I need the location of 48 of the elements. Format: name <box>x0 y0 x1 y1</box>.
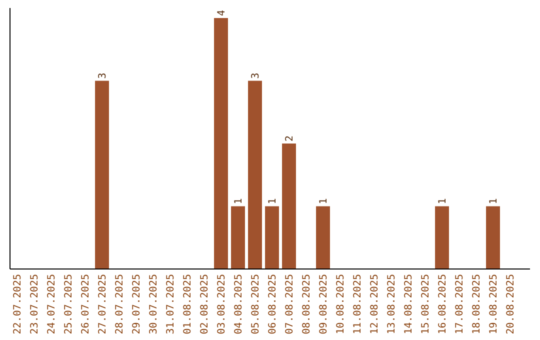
x-tick-label: 05.08.2025 <box>250 274 262 334</box>
x-tick-label: 09.08.2025 <box>318 274 330 334</box>
data-label: 1 <box>438 198 448 204</box>
bar <box>95 80 109 269</box>
x-tick-label: 24.07.2025 <box>46 274 58 334</box>
x-tick-label: 30.07.2025 <box>148 274 160 334</box>
x-tick-label: 03.08.2025 <box>216 274 228 334</box>
x-tick-label: 10.08.2025 <box>336 274 346 334</box>
data-label: 4 <box>216 10 228 16</box>
data-label: 1 <box>488 198 500 204</box>
bar <box>231 206 245 269</box>
x-tick-label: 25.07.2025 <box>64 274 74 334</box>
x-tick-label: 27.07.2025 <box>98 274 108 334</box>
x-tick-label: 14.08.2025 <box>404 274 414 334</box>
x-tick-label: 23.07.2025 <box>30 274 40 334</box>
x-tick-label: 28.07.2025 <box>114 274 126 334</box>
x-tick-label: 22.07.2025 <box>12 274 24 334</box>
x-tick-label: 11.08.2025 <box>352 274 364 334</box>
x-tick-label: 29.07.2025 <box>132 274 142 334</box>
data-label: 2 <box>284 135 296 142</box>
x-tick-label: 16.08.2025 <box>438 274 448 334</box>
x-tick-label: 07.08.2025 <box>284 274 296 334</box>
data-label: 3 <box>98 72 108 79</box>
x-tick-label: 17.08.2025 <box>454 274 466 334</box>
x-tick-label: 01.08.2025 <box>182 274 194 334</box>
x-tick-label: 12.08.2025 <box>370 274 380 334</box>
x-tick-label: 19.08.2025 <box>488 274 500 334</box>
bar <box>435 206 449 269</box>
x-tick-label: 31.07.2025 <box>166 274 176 334</box>
data-label: 3 <box>250 72 262 79</box>
x-tick-label: 06.08.2025 <box>268 274 278 334</box>
x-tick-label: 26.07.2025 <box>80 274 92 334</box>
bar <box>248 80 262 269</box>
x-tick-label: 08.08.2025 <box>302 274 312 334</box>
x-tick-label: 20.08.2025 <box>506 274 516 334</box>
x-tick-label: 18.08.2025 <box>472 274 482 334</box>
bar <box>316 206 330 269</box>
data-label: 1 <box>268 198 278 204</box>
data-label: 1 <box>318 198 330 204</box>
x-tick-label: 15.08.2025 <box>420 274 432 334</box>
bar <box>486 206 500 269</box>
x-tick-label: 13.08.2025 <box>386 274 398 334</box>
data-label: 1 <box>234 198 244 204</box>
bar <box>282 144 296 269</box>
x-tick-label: 04.08.2025 <box>234 274 244 334</box>
bar <box>214 18 228 269</box>
x-tick-label: 02.08.2025 <box>200 274 210 334</box>
bar <box>265 206 279 269</box>
